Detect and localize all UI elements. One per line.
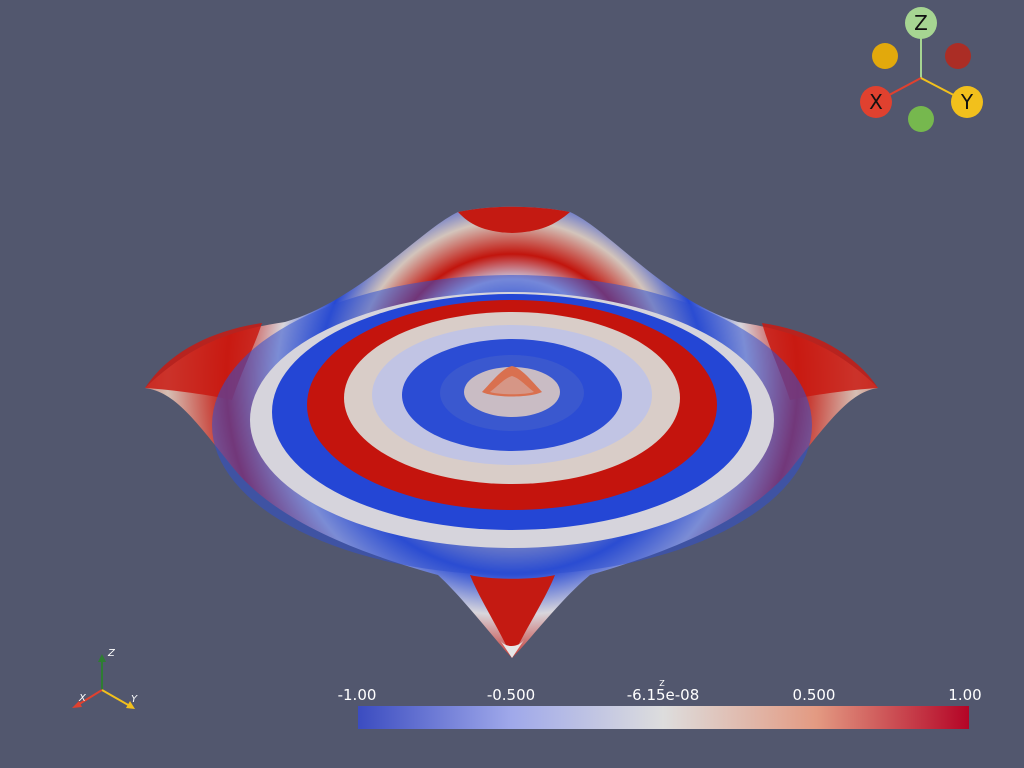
scalar-bar[interactable] xyxy=(358,706,969,729)
triad-z-label: Z xyxy=(107,648,116,659)
neg-z-axis-knob xyxy=(908,106,934,132)
neg-x-axis-knob xyxy=(945,43,971,69)
scalar-bar-mid-label: -6.15e-08 xyxy=(626,686,700,704)
x-axis-label: X xyxy=(869,90,883,114)
y-axis-knob xyxy=(951,86,983,118)
triad-y-label: Y xyxy=(131,694,138,705)
z-axis-knob xyxy=(905,7,937,39)
x-axis-knob xyxy=(860,86,892,118)
scalar-bar-min-label: -1.00 xyxy=(337,686,377,704)
scalar-bar-max-label: 1.00 xyxy=(948,686,982,704)
scalar-bar-q3-label: 0.500 xyxy=(792,686,836,704)
neg-y-axis-knob xyxy=(872,43,898,69)
triad-x-label: X xyxy=(78,693,87,704)
scalar-bar-title: Z xyxy=(659,679,665,688)
y-axis-label: Y xyxy=(960,90,974,114)
z-axis-label: Z xyxy=(914,11,928,35)
scalar-bar-q1-label: -0.500 xyxy=(486,686,536,704)
